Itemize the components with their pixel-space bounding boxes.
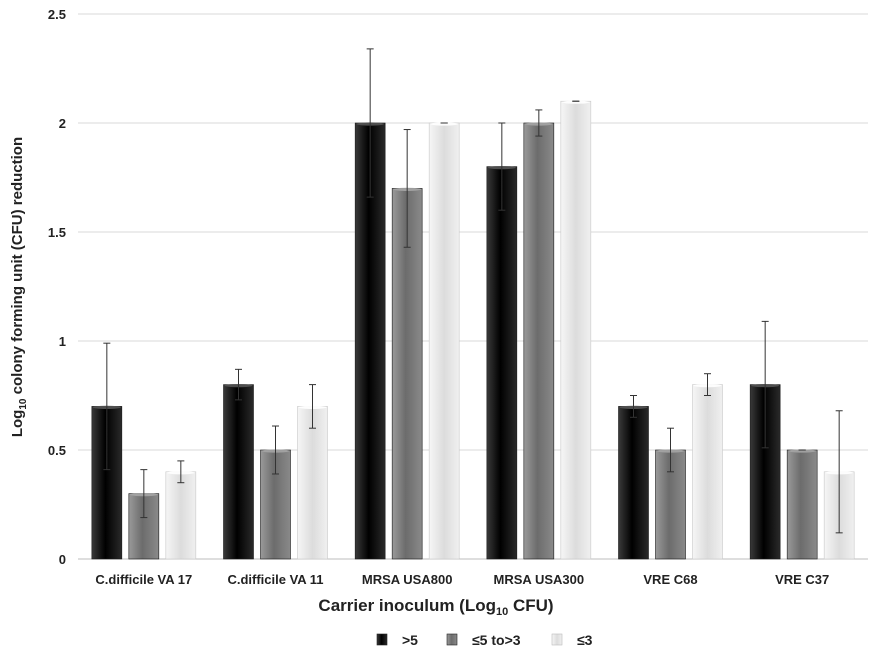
x-tick-label: MRSA USA800 [362, 572, 453, 587]
legend-swatch [551, 633, 563, 646]
error-bar [761, 320, 769, 449]
error-bar [103, 342, 111, 471]
y-tick-label: 2 [59, 116, 66, 131]
legend-swatch [376, 633, 388, 646]
error-bar [498, 122, 506, 211]
legend-item: ≤3 [551, 632, 593, 648]
y-axis-ticks: 0 0.5 1 1.5 2 2.5 [48, 7, 66, 567]
x-tick-label: VRE C37 [775, 572, 829, 587]
x-axis-ticks: C.difficile VA 17 C.difficile VA 11 MRSA U… [95, 572, 829, 587]
bar [428, 122, 460, 560]
y-tick-label: 0.5 [48, 443, 66, 458]
error-bar [835, 410, 843, 534]
error-bar [309, 384, 316, 429]
error-bar [403, 129, 411, 248]
x-tick-label: C.difficile VA 11 [227, 572, 323, 587]
legend-label: ≤5 to>3 [472, 632, 521, 648]
error-bar [272, 425, 279, 475]
legend-swatch [446, 633, 458, 646]
x-tick-label: C.difficile VA 17 [95, 572, 192, 587]
bar [523, 122, 555, 560]
error-bar [630, 395, 637, 418]
legend-item: ≤5 to>3 [446, 632, 521, 648]
x-tick-label: VRE C68 [643, 572, 697, 587]
y-axis-title: Log10 colony forming unit (CFU) reductio… [9, 137, 29, 437]
x-tick-label: MRSA USA300 [494, 572, 585, 587]
bar-top-highlight [561, 100, 590, 104]
legend: >5 ≤5 to>3 ≤3 [376, 632, 593, 648]
y-tick-label: 1 [59, 334, 66, 349]
error-bars [103, 48, 843, 534]
y-tick-label: 2.5 [48, 7, 66, 22]
bar [486, 166, 518, 560]
bar [165, 471, 197, 560]
error-bar [140, 469, 148, 519]
bar-top-highlight [788, 449, 817, 453]
bar [560, 100, 592, 560]
error-bar [235, 368, 242, 401]
x-axis-title: Carrier inoculum (Log10 CFU) [318, 596, 553, 618]
error-bar [177, 460, 185, 484]
bar [297, 406, 328, 560]
legend-label: ≤3 [577, 632, 593, 648]
bar [692, 384, 723, 560]
error-bar [366, 48, 374, 198]
legend-item: >5 [376, 632, 418, 648]
error-bar [704, 373, 711, 396]
gridlines [78, 13, 868, 560]
legend-label: >5 [402, 632, 418, 648]
bars [91, 100, 855, 560]
bar-top-highlight [430, 122, 459, 126]
error-bar [667, 427, 674, 473]
y-tick-label: 1.5 [48, 225, 66, 240]
error-bar [535, 109, 543, 137]
bar [618, 406, 649, 560]
bar [223, 384, 254, 560]
bar [786, 449, 818, 560]
y-tick-label: 0 [59, 552, 66, 567]
